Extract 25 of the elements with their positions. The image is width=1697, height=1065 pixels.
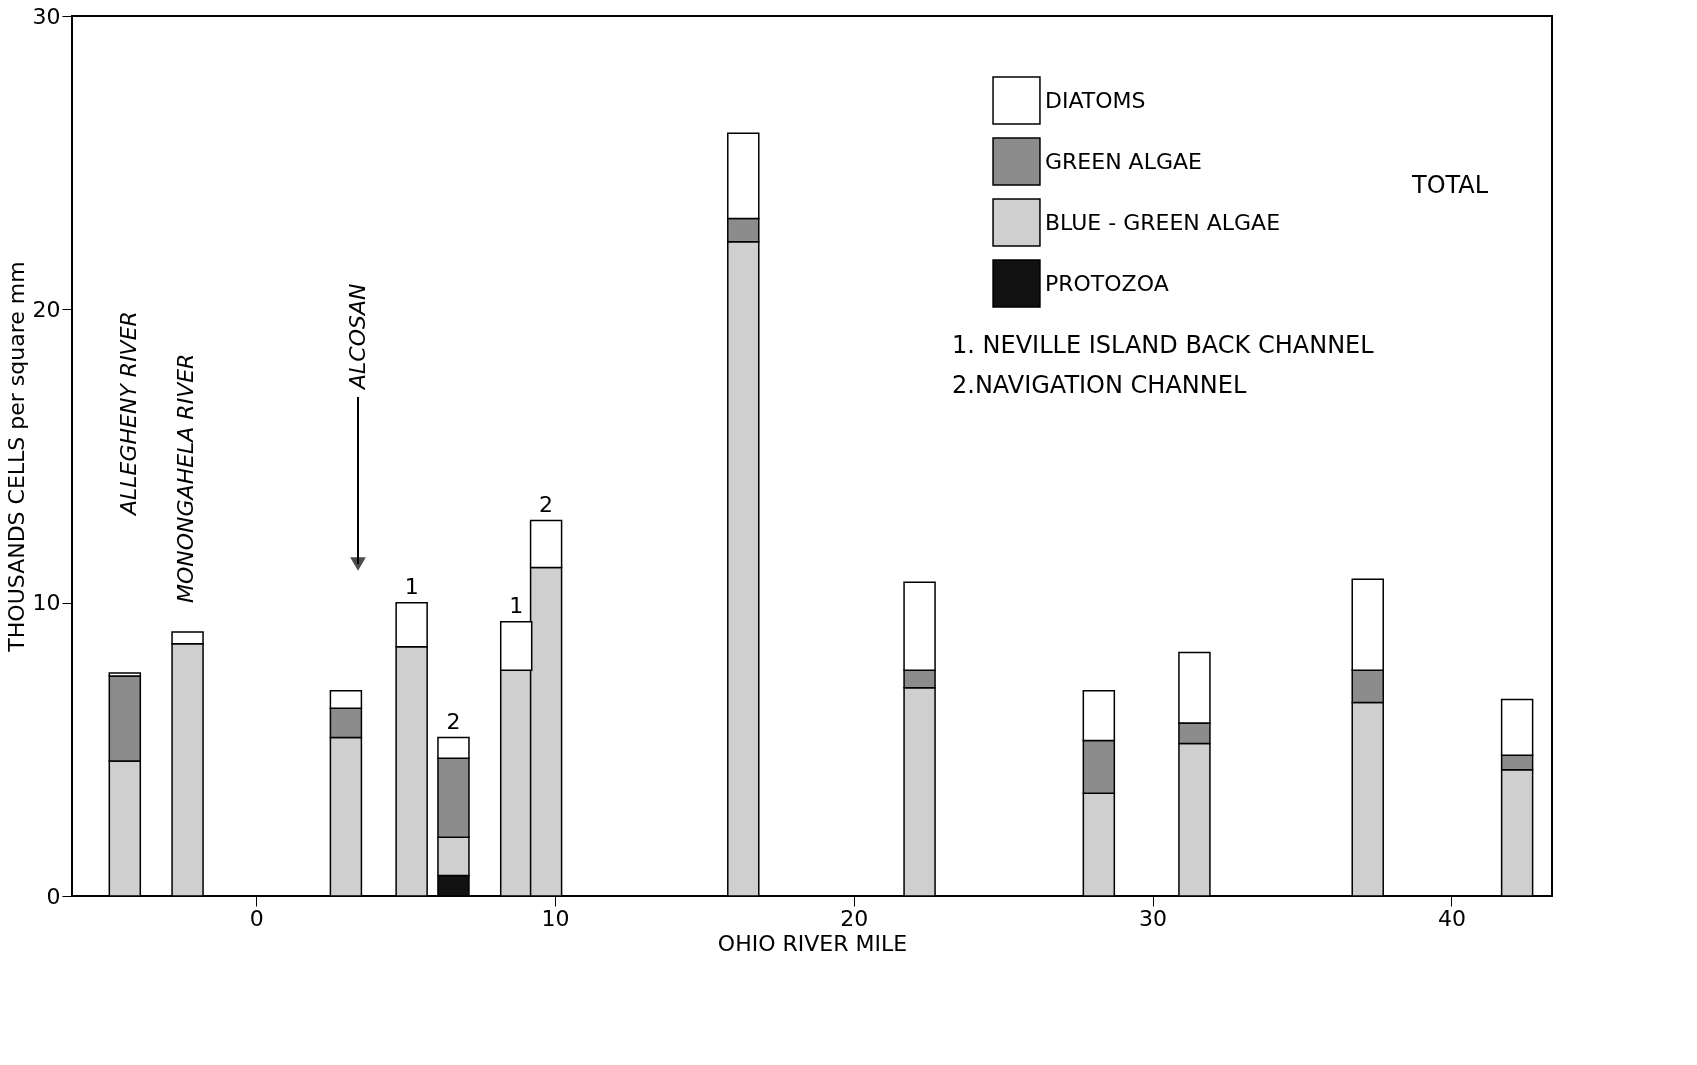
x-tick-label: 20 (840, 905, 869, 931)
annotation: 2 (446, 708, 461, 734)
x-tick-label: 40 (1437, 905, 1466, 931)
y-tick-label: 10 (32, 590, 61, 616)
annotation: 1 (404, 573, 419, 599)
legend-label: BLUE - GREEN ALGAE (1045, 209, 1281, 235)
annotation: TOTAL (1411, 171, 1489, 199)
legend-label: GREEN ALGAE (1045, 148, 1202, 174)
annotation: 2 (539, 491, 554, 517)
legend-label: PROTOZOA (1045, 270, 1169, 296)
annotation: MONONGAHELA RIVER (173, 353, 198, 603)
y-tick-label: 30 (32, 3, 61, 29)
annotation: 1 (509, 592, 524, 618)
y-tick-label: 20 (32, 296, 61, 322)
legend-label: DIATOMS (1045, 87, 1146, 113)
x-axis-title: OHIO RIVER MILE (717, 930, 908, 956)
annotation: ALCOSAN (345, 283, 370, 391)
x-tick-label: 30 (1139, 905, 1168, 931)
y-axis-title: THOUSANDS CELLS per square mm (3, 261, 29, 653)
annotation: 1. NEVILLE ISLAND BACK CHANNEL (952, 331, 1375, 359)
x-tick-label: 10 (541, 905, 570, 931)
x-tick-label: 0 (249, 905, 264, 931)
annotation: 2.NAVIGATION CHANNEL (952, 371, 1247, 399)
y-tick-label: 0 (46, 883, 61, 909)
annotation: ALLEGHENY RIVER (116, 311, 141, 517)
